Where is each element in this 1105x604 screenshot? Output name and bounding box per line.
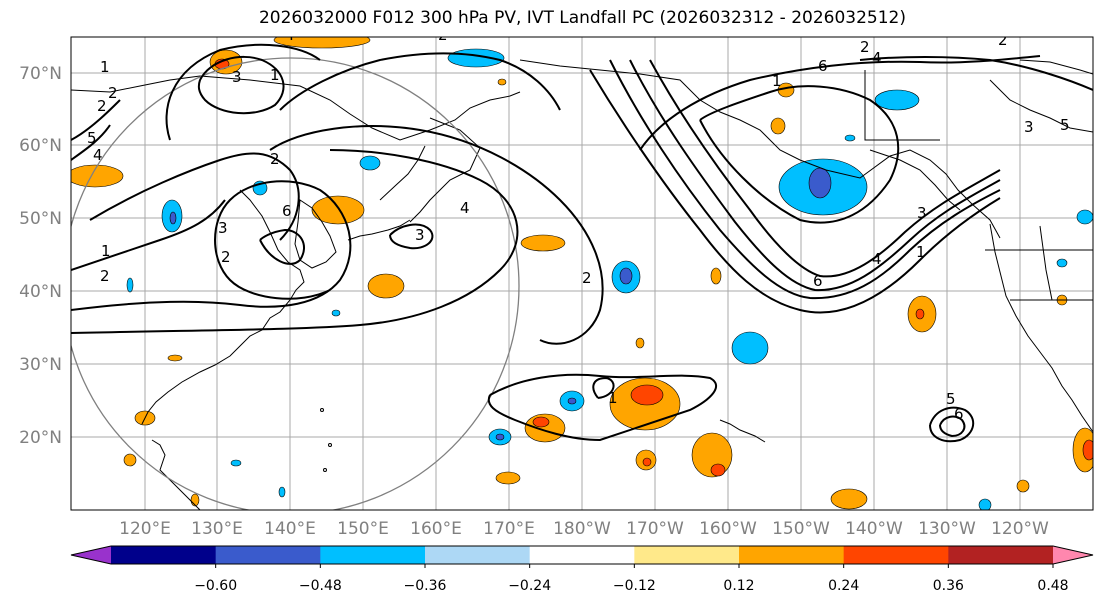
contour-value-label: 1	[772, 72, 782, 90]
contour-value-label: 3	[1024, 118, 1034, 136]
contour-value-label: 6	[954, 405, 964, 423]
contour-value-label: 2	[860, 38, 870, 56]
graticule	[71, 37, 1093, 510]
colorbar-segment	[215, 546, 321, 564]
colorbar-segment	[843, 546, 949, 564]
latitude-labels: 70°N 60°N 50°N 40°N 30°N 20°N	[19, 64, 62, 448]
colorbar-segment	[529, 546, 635, 564]
longitude-tick-label: 120°E	[119, 519, 171, 539]
colorbar-segment	[111, 546, 217, 564]
pv-contours	[71, 43, 1093, 443]
longitude-tick-label: 170°E	[483, 519, 535, 539]
contour-value-label: 4	[285, 26, 295, 44]
colorbar-tick-label: −0.48	[299, 578, 342, 594]
longitude-tick-label: 140°W	[845, 519, 903, 539]
colorbar-tick-label: −0.60	[194, 578, 237, 594]
latitude-tick-label: 30°N	[19, 355, 62, 375]
longitude-tick-label: 160°E	[410, 519, 462, 539]
colorbar-tick-label: 0.36	[933, 578, 964, 594]
contour-value-label: 2	[108, 84, 118, 102]
colorbar-extend-high	[1053, 546, 1093, 564]
contour-value-label: 2	[270, 150, 280, 168]
contour-value-label: 6	[818, 57, 828, 75]
latitude-tick-label: 50°N	[19, 209, 62, 229]
colorbar-tick-label: −0.12	[613, 578, 656, 594]
colorbar-tick-label: 0.24	[828, 578, 859, 594]
contour-value-label: 2	[438, 26, 448, 44]
contour-value-label: 4	[93, 146, 103, 164]
contour-value-label: 2	[97, 97, 107, 115]
longitude-labels: 120°E 130°E 140°E 150°E 160°E 170°E 180°W 170°W…	[119, 519, 1049, 539]
contour-value-label: 1	[916, 243, 926, 261]
contour-value-label: 3	[232, 68, 242, 86]
latitude-tick-label: 60°N	[19, 136, 62, 156]
map-frame	[70, 36, 1094, 511]
contour-value-label: 5	[87, 129, 97, 147]
contour-value-label: 4	[460, 199, 470, 217]
longitude-tick-label: 160°W	[699, 519, 757, 539]
colorbar-outline	[70, 545, 1094, 565]
contour-value-label: 3	[415, 226, 425, 244]
longitude-tick-label: 130°E	[191, 519, 243, 539]
colorbar-tick-label: −0.24	[508, 578, 551, 594]
contour-value-label: 4	[872, 250, 882, 268]
latitude-tick-label: 20°N	[19, 428, 62, 448]
longitude-tick-label: 130°W	[918, 519, 976, 539]
longitude-tick-label: 180°W	[553, 519, 611, 539]
contour-value-label: 6	[813, 272, 823, 290]
contour-value-label: 1	[101, 242, 111, 260]
longitude-tick-label: 140°E	[264, 519, 316, 539]
latitude-tick-label: 70°N	[19, 64, 62, 84]
latitude-tick-label: 40°N	[19, 282, 62, 302]
pv-anomaly-fills	[71, 37, 1093, 510]
contour-value-label: 2	[221, 248, 231, 266]
colorbar-tick-label: −0.36	[404, 578, 447, 594]
colorbar-tick-label: 0.12	[723, 578, 754, 594]
contour-value-label: 2	[998, 31, 1008, 49]
colorbar-segment	[425, 546, 531, 564]
longitude-tick-label: 150°W	[772, 519, 830, 539]
colorbar-tick-labels: −0.60 −0.48 −0.36 −0.24 −0.12 0.12 0.24 0.36 0.4…	[194, 564, 1069, 594]
map-title: 2026032000 F012 300 hPa PV, IVT Landfall…	[258, 8, 906, 28]
colorbar-tick-label: 0.48	[1037, 578, 1068, 594]
contour-value-label: 4	[872, 49, 882, 67]
coastlines	[71, 59, 1093, 510]
contour-value-label: 5	[946, 390, 956, 408]
longitude-tick-label: 120°W	[991, 519, 1049, 539]
contour-value-label: 1	[270, 66, 280, 84]
colorbar-extend-low	[71, 546, 111, 564]
colorbar-segment	[634, 546, 740, 564]
colorbar	[70, 545, 1094, 565]
longitude-tick-label: 150°E	[337, 519, 389, 539]
contour-value-label: 2	[582, 269, 592, 287]
contour-value-label: 2	[100, 267, 110, 285]
colorbar-segment	[739, 546, 845, 564]
contour-value-label: 3	[917, 204, 927, 222]
contour-value-label: 5	[1060, 116, 1070, 134]
reference-circle	[71, 57, 520, 510]
contour-value-label: 3	[218, 219, 228, 237]
colorbar-segment	[948, 546, 1054, 564]
colorbar-segment	[320, 546, 426, 564]
contour-value-label: 1	[100, 58, 110, 76]
contour-value-label: 1	[608, 389, 618, 407]
contour-value-label: 6	[282, 202, 292, 220]
longitude-tick-label: 170°W	[626, 519, 684, 539]
